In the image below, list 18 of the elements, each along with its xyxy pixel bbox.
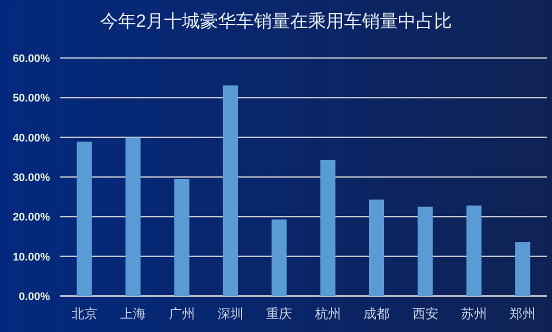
y-tick-label: 40.00% bbox=[12, 132, 50, 144]
y-tick-label: 20.00% bbox=[12, 212, 50, 224]
y-tick-label: 60.00% bbox=[12, 53, 50, 65]
x-tick-label: 重庆 bbox=[266, 306, 292, 321]
y-tick-label: 10.00% bbox=[12, 251, 50, 264]
x-tick-label: 杭州 bbox=[314, 306, 341, 321]
x-tick-label: 北京 bbox=[71, 306, 98, 321]
x-tick-label: 上海 bbox=[120, 306, 146, 321]
y-tick-label: 50.00% bbox=[12, 92, 50, 105]
x-tick-label: 成都 bbox=[364, 306, 390, 321]
y-tick-label: 0.00% bbox=[18, 291, 50, 303]
x-tick-label: 深圳 bbox=[217, 306, 244, 321]
y-tick-label: 30.00% bbox=[12, 172, 50, 184]
x-tick-label: 苏州 bbox=[460, 306, 487, 321]
chart-title: 今年2月十城豪华车销量在乘用车销量中占比 bbox=[100, 11, 452, 31]
x-tick-label: 广州 bbox=[168, 306, 195, 321]
x-tick-label: 西安 bbox=[412, 306, 438, 321]
x-tick-label: 郑州 bbox=[510, 306, 536, 321]
